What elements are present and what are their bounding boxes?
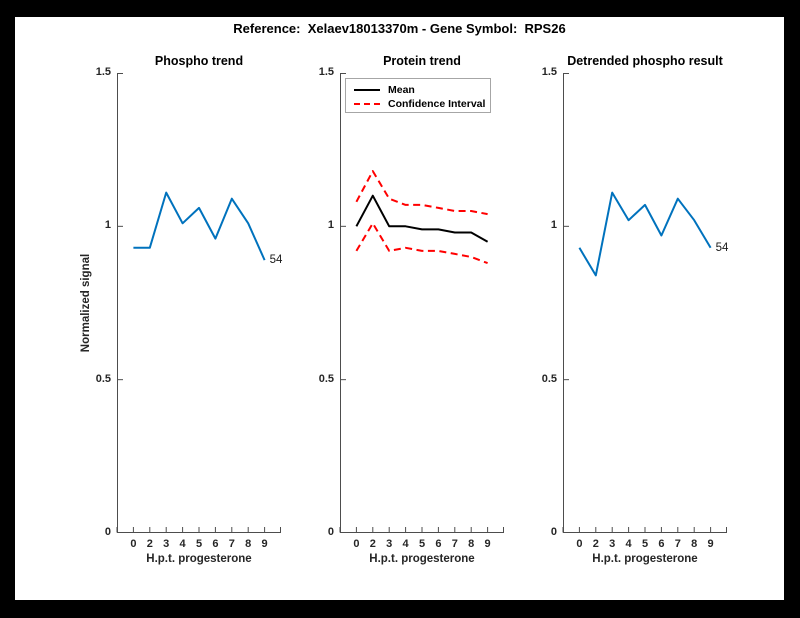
axes-phospho-trend <box>116 73 281 533</box>
subplot-detrended-phospho-result: Detrended phospho result H.p.t. progeste… <box>542 17 729 600</box>
subplot-protein-trend: Protein trend H.p.t. progesterone Mean C… <box>319 17 504 600</box>
x-tick-label: 7 <box>674 538 681 550</box>
subplot-title: Detrended phospho result <box>567 54 723 68</box>
x-tick-label: 8 <box>468 538 475 550</box>
x-tick-label: 0 <box>576 538 583 550</box>
legend-box: Mean Confidence Interval <box>345 78 491 113</box>
legend-label-mean: Mean <box>388 84 415 96</box>
x-tick-label: 6 <box>212 538 219 550</box>
x-tick-label: 4 <box>625 538 632 550</box>
x-axis-label: H.p.t. progesterone <box>146 553 252 565</box>
subplot-title: Protein trend <box>383 54 461 68</box>
legend-row-confidence-interval: Confidence Interval <box>353 97 490 111</box>
x-tick-label: 2 <box>369 538 376 550</box>
axes-protein-trend <box>339 73 504 533</box>
x-tick-label: 5 <box>641 538 649 550</box>
y-tick-label: 1.5 <box>541 66 557 78</box>
y-tick-label: 0.5 <box>541 372 557 385</box>
x-tick-label: 6 <box>435 538 442 550</box>
subplot-phospho-trend: Phospho trend Normalized signal H.p.t. p… <box>80 17 283 600</box>
y-tick-label: 1 <box>104 219 111 232</box>
end-annotation: 54 <box>715 241 729 254</box>
x-tick-label: 6 <box>658 538 665 550</box>
x-tick-label: 3 <box>609 538 616 550</box>
mean-line-sample-icon <box>354 89 380 91</box>
x-tick-label: 8 <box>245 538 252 550</box>
x-tick-label: 8 <box>691 538 698 550</box>
y-tick-label: 0.5 <box>95 372 111 385</box>
legend-row-mean: Mean <box>353 83 490 97</box>
y-tick-label: 1 <box>550 219 557 232</box>
y-axis-label: Normalized signal <box>80 253 92 353</box>
legend-label-confidence-interval: Confidence Interval <box>388 98 486 110</box>
matlab-figure: Reference: Xelaev18013370m - Gene Symbol… <box>15 17 784 600</box>
y-tick-label: 0 <box>104 526 111 538</box>
y-tick-label: 1 <box>327 219 334 232</box>
x-tick-label: 5 <box>418 538 426 550</box>
axes-detrended-phospho-result <box>562 73 727 533</box>
x-tick-label: 3 <box>386 538 393 550</box>
x-tick-label: 9 <box>261 538 268 550</box>
x-tick-label: 5 <box>195 538 203 550</box>
x-tick-label: 0 <box>130 538 137 550</box>
x-tick-label: 9 <box>484 538 491 550</box>
x-axis-label: H.p.t. progesterone <box>369 553 475 565</box>
x-tick-label: 3 <box>163 538 170 550</box>
x-tick-label: 4 <box>402 538 409 550</box>
x-tick-label: 2 <box>592 538 599 550</box>
x-tick-label: 0 <box>353 538 360 550</box>
y-tick-label: 1.5 <box>318 66 334 78</box>
y-tick-label: 0 <box>327 526 334 538</box>
end-annotation: 54 <box>269 254 283 267</box>
figure-title: Reference: Xelaev18013370m - Gene Symbol… <box>233 21 566 36</box>
y-tick-label: 0 <box>550 526 557 538</box>
subplot-title: Phospho trend <box>154 54 244 68</box>
x-tick-label: 7 <box>228 538 235 550</box>
x-tick-label: 2 <box>146 538 153 550</box>
y-tick-label: 1.5 <box>95 66 111 78</box>
x-tick-label: 7 <box>451 538 458 550</box>
x-axis-label: H.p.t. progesterone <box>592 553 698 565</box>
x-tick-label: 4 <box>179 538 186 550</box>
confidence-interval-line-sample-icon <box>354 103 380 105</box>
x-tick-label: 9 <box>707 538 714 550</box>
y-tick-label: 0.5 <box>318 372 334 385</box>
